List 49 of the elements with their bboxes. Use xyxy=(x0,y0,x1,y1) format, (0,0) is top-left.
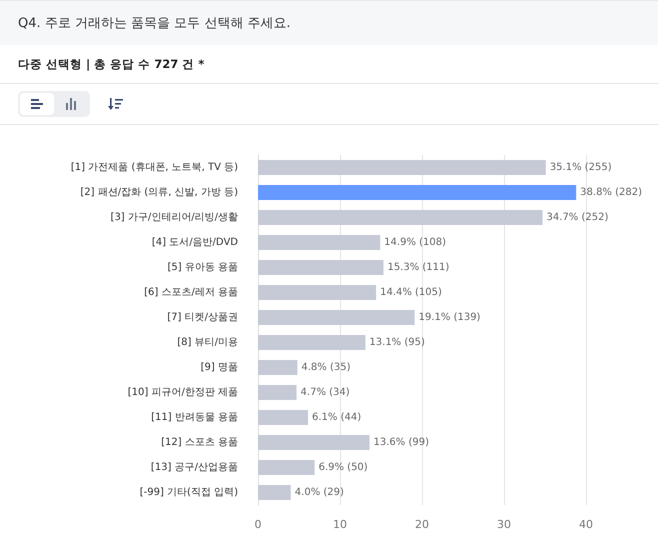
y-tick-label: [11] 반려동물 용품 xyxy=(151,412,238,423)
bar xyxy=(258,285,376,300)
bar xyxy=(258,210,543,225)
y-tick-label: [1] 가전제품 (휴대폰, 노트북, TV 등) xyxy=(70,162,238,173)
y-tick-label: [12] 스포츠 용품 xyxy=(161,437,238,448)
data-label: 4.8% (35) xyxy=(301,362,351,373)
y-tick-label: [-99] 기타(직접 입력) xyxy=(140,487,238,498)
x-tick-label: 10 xyxy=(333,518,347,531)
x-tick-label: 30 xyxy=(497,518,511,531)
bar xyxy=(258,485,291,500)
x-tick-label: 0 xyxy=(254,518,262,531)
data-label: 4.0% (29) xyxy=(294,487,344,498)
data-label: 15.3% (111) xyxy=(387,262,450,273)
data-label: 4.7% (34) xyxy=(300,387,350,398)
bar xyxy=(258,385,297,400)
y-tick-label: [8] 뷰티/미용 xyxy=(177,337,238,348)
bar xyxy=(258,310,415,325)
bar xyxy=(258,185,576,200)
y-tick-label: [13] 공구/산업용품 xyxy=(150,462,238,473)
data-label: 35.1% (255) xyxy=(550,162,612,173)
data-label: 6.1% (44) xyxy=(312,412,362,423)
bar xyxy=(258,160,546,175)
y-tick-label: [5] 유아동 용품 xyxy=(167,262,238,273)
y-tick-label: [9] 명품 xyxy=(200,362,238,373)
y-tick-label: [2] 패션/잡화 (의류, 신발, 가방 등) xyxy=(80,187,238,198)
data-label: 13.1% (95) xyxy=(369,337,425,348)
data-label: 6.9% (50) xyxy=(318,462,368,473)
data-label: 14.4% (105) xyxy=(380,287,442,298)
y-tick-label: [4] 도서/음반/DVD xyxy=(152,237,238,248)
bar xyxy=(258,410,308,425)
bar xyxy=(258,435,370,450)
text: Q4. 주로 거래하는 품목을 모두 선택해 주세요. xyxy=(0,0,658,45)
data-label: 14.9% (108) xyxy=(384,237,446,248)
bar xyxy=(258,460,315,475)
data-label: 13.6% (99) xyxy=(374,437,430,448)
data-label: 38.8% (282) xyxy=(580,187,642,198)
y-tick-label: [6] 스포츠/레저 용품 xyxy=(144,287,238,298)
bar xyxy=(258,235,380,250)
x-tick-label: 40 xyxy=(579,518,593,531)
y-tick-label: [3] 가구/인테리어/리빙/생활 xyxy=(110,212,238,223)
bar xyxy=(258,260,384,275)
text: 다중 선택형 | 총 응답 수 727 건 * xyxy=(0,45,658,84)
bar xyxy=(258,360,298,375)
data-label: 19.1% (139) xyxy=(418,312,481,323)
data-label: 34.7% (252) xyxy=(546,212,608,223)
x-tick-label: 20 xyxy=(415,518,429,531)
bar xyxy=(258,335,366,350)
y-tick-label: [7] 티켓/상품권 xyxy=(167,312,238,323)
y-tick-label: [10] 피규어/한정판 제품 xyxy=(128,387,238,398)
